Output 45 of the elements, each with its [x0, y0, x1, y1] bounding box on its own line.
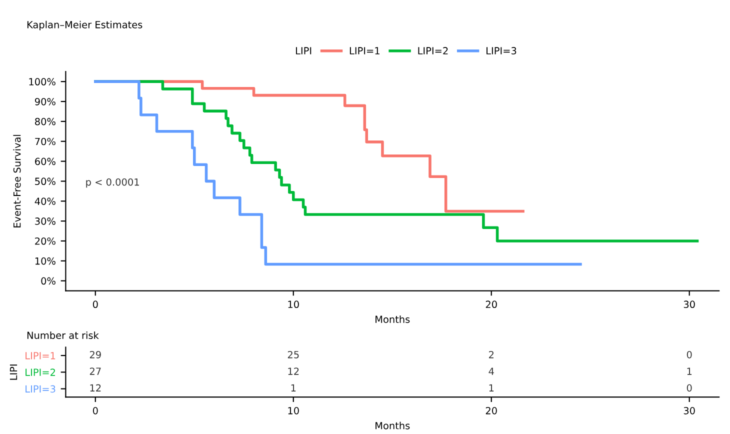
legend-title: LIPI	[296, 47, 312, 54]
y-axis-title: Event-Free Survival	[13, 134, 21, 228]
y-tick-label: LIPI=3	[26, 385, 56, 393]
data-label: 25	[288, 350, 299, 358]
x-tick-label: 20	[486, 407, 497, 414]
data-label: 1	[291, 384, 296, 392]
legend-label: LIPI=2	[418, 47, 448, 54]
y-tick-label: 60%	[35, 158, 56, 166]
chart-title: Number at risk	[27, 331, 99, 340]
data-label: 0	[686, 384, 692, 392]
x-tick-label: 30	[684, 300, 695, 308]
y-tick-label: 90%	[34, 98, 56, 106]
y-tick-label: 40%	[34, 198, 56, 205]
x-tick-label: 10	[288, 300, 299, 308]
y-tick-label: 0%	[41, 277, 56, 285]
data-label: 1	[489, 384, 494, 392]
y-axis-title: LIPI	[10, 364, 18, 380]
x-tick-label: 0	[92, 300, 98, 308]
y-tick-label: 100%	[29, 78, 56, 86]
y-tick-label: 30%	[35, 218, 56, 225]
data-label: 27	[90, 368, 101, 375]
y-tick-label: 70%	[35, 138, 56, 146]
x-tick-label: 0	[92, 407, 98, 414]
annotation: p < 0.0001	[86, 178, 139, 188]
data-label: 12	[90, 384, 101, 392]
data-label: 29	[90, 350, 101, 358]
y-tick-label: 20%	[35, 237, 56, 245]
data-label: 2	[488, 350, 494, 358]
y-tick-label: LIPI=1	[26, 352, 56, 360]
data-label: 1	[687, 368, 692, 375]
x-tick-label: 10	[288, 407, 299, 414]
data-label: 4	[488, 368, 494, 375]
y-tick-label: 10%	[35, 257, 56, 265]
y-tick-label: LIPI=2	[26, 368, 55, 376]
x-tick-label: 20	[486, 300, 497, 308]
x-axis-title: Months	[376, 315, 410, 323]
data-label: 12	[288, 368, 299, 375]
y-tick-label: 50%	[35, 178, 56, 186]
x-axis-title: Months	[376, 422, 410, 430]
x-tick-label: 30	[684, 407, 695, 414]
data-label: 0	[686, 350, 692, 358]
legend-label: LIPI=3	[486, 47, 516, 54]
y-tick-label: 80%	[35, 118, 56, 126]
legend-label: LIPI=1	[350, 47, 380, 54]
chart-title: Kaplan–Meier Estimates	[27, 20, 142, 30]
